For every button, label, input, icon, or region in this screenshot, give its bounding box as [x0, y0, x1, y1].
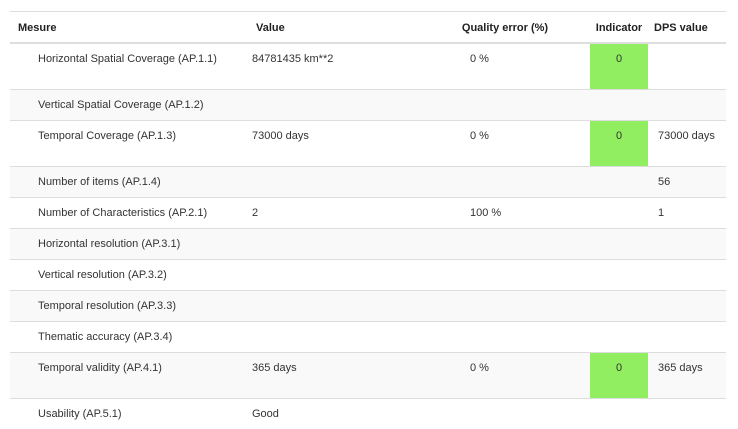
- measure-cell: Horizontal resolution (AP.3.1): [38, 229, 248, 260]
- value-cell: 84781435 km**2: [248, 43, 426, 90]
- dps-value-cell: [648, 43, 726, 90]
- value-cell: [248, 322, 426, 353]
- dps-value-cell: [648, 260, 726, 291]
- quality-table-container: Mesure Value Quality error (%) Indicator…: [10, 11, 726, 429]
- measure-cell: Horizontal Spatial Coverage (AP.1.1): [38, 43, 248, 90]
- dps-value-cell: 73000 days: [648, 121, 726, 167]
- value-cell: [248, 90, 426, 121]
- value-cell: 73000 days: [248, 121, 426, 167]
- quality-error-cell: [426, 90, 590, 121]
- table-row: Horizontal Spatial Coverage (AP.1.1) 847…: [10, 43, 726, 90]
- table-row: Thematic accuracy (AP.3.4): [10, 322, 726, 353]
- value-cell: 365 days: [248, 353, 426, 399]
- quality-error-cell: [426, 291, 590, 322]
- header-measure: Mesure: [10, 12, 248, 44]
- table-row: Horizontal resolution (AP.3.1): [10, 229, 726, 260]
- header-quality-error: Quality error (%): [426, 12, 590, 44]
- indicator-cell: [590, 198, 648, 229]
- indicator-cell: [590, 229, 648, 260]
- header-indicator: Indicator: [590, 12, 648, 44]
- dps-value-cell: 1: [648, 198, 726, 229]
- table-row: Number of items (AP.1.4) 56: [10, 167, 726, 198]
- value-cell: [248, 291, 426, 322]
- measure-cell: Vertical resolution (AP.3.2): [38, 260, 248, 291]
- dps-value-cell: 365 days: [648, 353, 726, 399]
- header-value: Value: [248, 12, 426, 44]
- measure-cell: Thematic accuracy (AP.3.4): [38, 322, 248, 353]
- indicator-cell: 0: [590, 121, 648, 167]
- table-row: Vertical resolution (AP.3.2): [10, 260, 726, 291]
- measure-cell: Temporal Coverage (AP.1.3): [38, 121, 248, 167]
- measure-cell: Temporal resolution (AP.3.3): [38, 291, 248, 322]
- quality-error-cell: [426, 260, 590, 291]
- indicator-cell: 0: [590, 353, 648, 399]
- quality-measures-table: Mesure Value Quality error (%) Indicator…: [10, 11, 726, 429]
- indicator-cell: [590, 322, 648, 353]
- table-header-row: Mesure Value Quality error (%) Indicator…: [10, 12, 726, 44]
- dps-value-cell: [648, 291, 726, 322]
- indicator-cell: [590, 260, 648, 291]
- table-row: Temporal Coverage (AP.1.3) 73000 days 0 …: [10, 121, 726, 167]
- table-row: Vertical Spatial Coverage (AP.1.2): [10, 90, 726, 121]
- measure-cell: Temporal validity (AP.4.1): [38, 353, 248, 399]
- table-row: Temporal resolution (AP.3.3): [10, 291, 726, 322]
- quality-error-cell: [426, 399, 590, 429]
- value-cell: 2: [248, 198, 426, 229]
- measure-cell: Usability (AP.5.1): [38, 399, 248, 429]
- quality-error-cell: [426, 322, 590, 353]
- table-row: Number of Characteristics (AP.2.1) 2 100…: [10, 198, 726, 229]
- quality-error-cell: 100 %: [426, 198, 590, 229]
- quality-error-cell: 0 %: [426, 353, 590, 399]
- dps-value-cell: [648, 399, 726, 429]
- quality-error-cell: [426, 229, 590, 260]
- dps-value-cell: [648, 322, 726, 353]
- value-cell: [248, 260, 426, 291]
- indicator-cell: [590, 167, 648, 198]
- measure-cell: Vertical Spatial Coverage (AP.1.2): [38, 90, 248, 121]
- dps-value-cell: [648, 90, 726, 121]
- dps-value-cell: [648, 229, 726, 260]
- measure-cell: Number of items (AP.1.4): [38, 167, 248, 198]
- table-row: Temporal validity (AP.4.1) 365 days 0 % …: [10, 353, 726, 399]
- indicator-cell: [590, 90, 648, 121]
- indicator-cell: 0: [590, 43, 648, 90]
- value-cell: [248, 167, 426, 198]
- header-dps-value: DPS value: [648, 12, 726, 44]
- table-row: Usability (AP.5.1) Good: [10, 399, 726, 429]
- indicator-cell: [590, 399, 648, 429]
- value-cell: [248, 229, 426, 260]
- measure-cell: Number of Characteristics (AP.2.1): [38, 198, 248, 229]
- quality-error-cell: 0 %: [426, 121, 590, 167]
- dps-value-cell: 56: [648, 167, 726, 198]
- quality-error-cell: 0 %: [426, 43, 590, 90]
- value-cell: Good: [248, 399, 426, 429]
- quality-error-cell: [426, 167, 590, 198]
- indicator-cell: [590, 291, 648, 322]
